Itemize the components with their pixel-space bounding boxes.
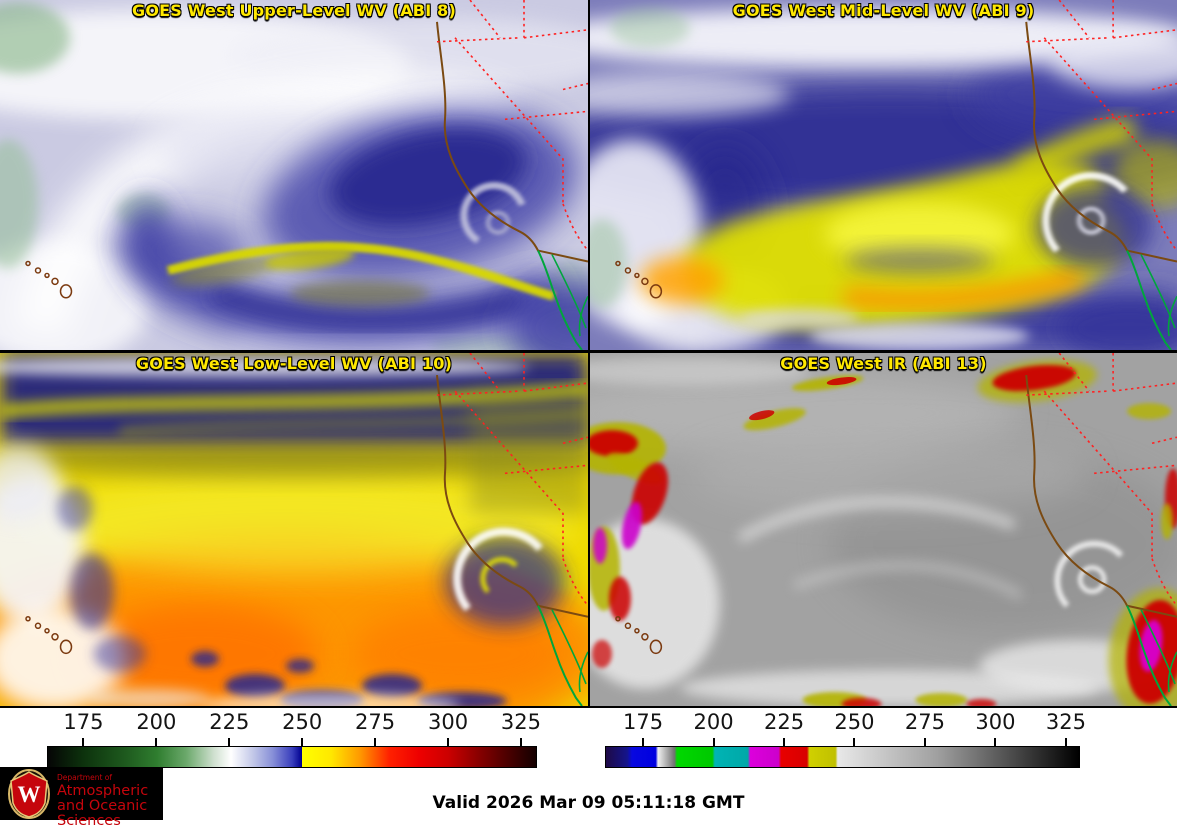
colorbar-tick-label: 225 xyxy=(763,710,805,734)
low-level-wv-image xyxy=(0,353,588,706)
ir-colorbar: 175 200 225 250 275 300 325 xyxy=(605,708,1086,768)
panel-mid-level-wv: GOES West Mid-Level WV (ABI 9) xyxy=(590,0,1177,350)
logo-dept-text: Department of xyxy=(57,773,112,782)
upper-level-wv-image xyxy=(0,0,588,350)
wv-colorbar: 175 200 225 250 275 300 325 xyxy=(47,708,541,768)
panel-upper-level-wv: GOES West Upper-Level WV (ABI 8) xyxy=(0,0,588,350)
ir-colorbar-ticks xyxy=(605,708,1080,768)
colorbar-tick-mark xyxy=(853,738,856,746)
wv-colorbar-gradient xyxy=(47,746,537,768)
colorbar-tick-label: 175 xyxy=(623,710,664,734)
colorbar-tick-mark xyxy=(301,738,304,746)
colorbar-tick-mark xyxy=(82,738,85,746)
colorbar-tick-mark xyxy=(783,738,786,746)
panel-ir: GOES West IR (ABI 13) xyxy=(590,353,1177,706)
wv-colorbar-labels: 175 200 225 250 275 300 325 xyxy=(47,708,541,768)
wv-colorbar-ticks xyxy=(47,708,537,768)
quad-panel-grid: GOES West Upper-Level WV (ABI 8) xyxy=(0,0,1177,708)
colorbar-tick-mark xyxy=(994,738,997,746)
colorbar-tick-mark xyxy=(155,738,158,746)
ir-colorbar-gradient xyxy=(605,746,1080,768)
colorbar-tick-label: 300 xyxy=(975,710,1016,734)
colorbar-tick-mark xyxy=(642,738,645,746)
colorbar-tick-label: 200 xyxy=(136,710,177,734)
colorbar-tick-label: 225 xyxy=(209,710,250,734)
colorbar-tick-mark xyxy=(228,738,231,746)
colorbar-tick-label: 250 xyxy=(282,710,323,734)
colorbar-tick-label: 275 xyxy=(904,710,945,734)
colorbar-tick-label: 275 xyxy=(355,710,396,734)
uw-aos-logo: W Department of Atmospheric and Oceanic … xyxy=(0,767,163,828)
valid-time-label: Valid 2026 Mar 09 05:11:18 GMT xyxy=(432,793,745,813)
colorbar-tick-mark xyxy=(374,738,377,746)
panel-low-level-wv: GOES West Low-Level WV (ABI 10) xyxy=(0,353,588,706)
colorbar-tick-label: 325 xyxy=(500,710,542,734)
ir-colorbar-labels: 175 200 225 250 275 300 325 xyxy=(605,708,1086,768)
colorbar-tick-label: 200 xyxy=(693,710,734,734)
colorbar-tick-label: 175 xyxy=(63,710,104,734)
uw-crest-icon: W xyxy=(8,769,50,819)
colorbar-tick-mark xyxy=(519,738,522,746)
svg-text:W: W xyxy=(18,782,41,807)
ir-image xyxy=(590,353,1177,706)
mid-level-wv-image xyxy=(590,0,1177,350)
colorbar-tick-mark xyxy=(1064,738,1067,746)
colorbar-tick-label: 300 xyxy=(428,710,469,734)
colorbar-tick-label: 250 xyxy=(834,710,875,734)
colorbar-tick-label: 325 xyxy=(1045,710,1086,734)
colorbar-tick-mark xyxy=(712,738,715,746)
colorbar-tick-mark xyxy=(923,738,926,746)
colorbar-tick-mark xyxy=(447,738,450,746)
logo-line1: Atmospheric xyxy=(57,782,149,799)
